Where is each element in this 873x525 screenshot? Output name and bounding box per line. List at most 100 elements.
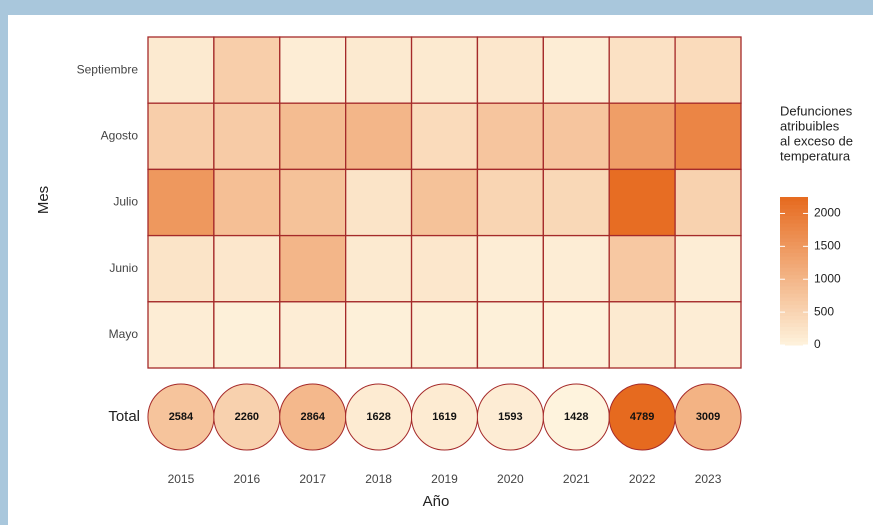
x-tick-label: 2019 bbox=[431, 472, 458, 486]
total-value: 1628 bbox=[366, 411, 390, 423]
heat-cell bbox=[147, 36, 215, 104]
heat-cell bbox=[147, 301, 215, 369]
heat-cell bbox=[345, 102, 413, 171]
colorbar-segment bbox=[780, 319, 808, 324]
heat-cell bbox=[674, 168, 742, 237]
total-label: Total bbox=[108, 408, 140, 425]
colorbar-segment bbox=[780, 234, 808, 239]
heat-cell bbox=[345, 301, 413, 369]
heat-cell bbox=[542, 36, 610, 104]
colorbar-segment bbox=[780, 208, 808, 213]
colorbar-segment bbox=[780, 300, 808, 305]
colorbar-label: 0 bbox=[814, 337, 821, 351]
heat-cell bbox=[213, 301, 281, 369]
x-tick-label: 2021 bbox=[563, 472, 590, 486]
heat-cell bbox=[542, 301, 610, 369]
heat-cell bbox=[279, 102, 347, 171]
heat-cell bbox=[476, 168, 544, 237]
colorbar-segment bbox=[780, 322, 808, 327]
colorbar-segment bbox=[780, 274, 808, 279]
total-value: 1428 bbox=[564, 411, 588, 423]
heat-cell bbox=[476, 102, 544, 171]
total-value: 2584 bbox=[169, 411, 194, 423]
y-tick-label: Mayo bbox=[109, 327, 139, 341]
colorbar-segment bbox=[780, 200, 808, 205]
heat-cell bbox=[345, 234, 413, 303]
colorbar-segment bbox=[780, 278, 808, 283]
colorbar-segment bbox=[780, 315, 808, 320]
heat-cell bbox=[674, 234, 742, 303]
x-tick-label: 2017 bbox=[299, 472, 326, 486]
colorbar-segment bbox=[780, 241, 808, 246]
y-tick-label: Julio bbox=[113, 195, 138, 209]
heat-cell bbox=[674, 36, 742, 104]
x-tick-label: 2020 bbox=[497, 472, 524, 486]
heat-cell bbox=[674, 102, 742, 171]
total-value: 1593 bbox=[498, 411, 522, 423]
heat-cell bbox=[345, 36, 413, 104]
heat-cell bbox=[279, 36, 347, 104]
colorbar-segment bbox=[780, 215, 808, 220]
legend-title: Defunciones bbox=[780, 103, 853, 118]
x-tick-label: 2022 bbox=[629, 472, 656, 486]
colorbar-segment bbox=[780, 211, 808, 216]
heat-cell bbox=[608, 234, 676, 303]
total-value: 2260 bbox=[235, 411, 259, 423]
colorbar-label: 2000 bbox=[814, 206, 841, 220]
colorbar-segment bbox=[780, 267, 808, 272]
colorbar-segment bbox=[780, 311, 808, 316]
colorbar-segment bbox=[780, 197, 808, 202]
colorbar-segment bbox=[780, 337, 808, 342]
total-circle bbox=[674, 383, 742, 451]
colorbar-segment bbox=[780, 226, 808, 231]
colorbar-segment bbox=[780, 341, 808, 346]
heat-cell bbox=[147, 234, 215, 303]
colorbar-segment bbox=[780, 230, 808, 235]
colorbar-segment bbox=[780, 248, 808, 253]
colorbar-segment bbox=[780, 245, 808, 250]
colorbar-segment bbox=[780, 282, 808, 287]
heat-cell bbox=[279, 301, 347, 369]
x-tick-label: 2018 bbox=[365, 472, 392, 486]
legend-title: al exceso de bbox=[780, 133, 853, 148]
colorbar-segment bbox=[780, 333, 808, 339]
heat-cell bbox=[542, 234, 610, 303]
heat-cell bbox=[608, 36, 676, 104]
heat-cell bbox=[410, 102, 479, 171]
colorbar-label: 500 bbox=[814, 304, 834, 318]
colorbar-label: 1500 bbox=[814, 239, 841, 253]
colorbar-segment bbox=[780, 326, 808, 331]
total-value: 1619 bbox=[432, 411, 456, 423]
heat-cell bbox=[674, 301, 742, 369]
legend-title: temperatura bbox=[780, 148, 851, 163]
colorbar-segment bbox=[780, 289, 808, 294]
total-value: 4789 bbox=[630, 411, 654, 423]
colorbar-segment bbox=[780, 204, 808, 209]
heat-cell bbox=[542, 102, 610, 171]
heat-cell bbox=[410, 36, 479, 104]
colorbar-segment bbox=[780, 330, 808, 335]
heat-cell bbox=[147, 102, 215, 171]
total-value: 2864 bbox=[300, 411, 325, 423]
colorbar-segment bbox=[780, 256, 808, 261]
colorbar-label: 1000 bbox=[814, 271, 841, 285]
heat-cell bbox=[213, 102, 281, 171]
heat-cell bbox=[476, 36, 544, 104]
heat-cell bbox=[476, 234, 544, 303]
x-tick-label: 2023 bbox=[695, 472, 722, 486]
heat-cell bbox=[345, 168, 413, 237]
heat-cell bbox=[410, 234, 479, 303]
colorbar-segment bbox=[780, 285, 808, 290]
x-tick-label: 2015 bbox=[168, 472, 195, 486]
heat-cell bbox=[213, 36, 281, 104]
heat-cell bbox=[476, 301, 544, 369]
legend-title: atribuibles bbox=[780, 118, 840, 133]
heat-cell bbox=[608, 301, 676, 369]
colorbar-segment bbox=[780, 304, 808, 309]
colorbar-segment bbox=[780, 308, 808, 313]
y-axis-title: Mes bbox=[35, 186, 52, 214]
heat-cell bbox=[279, 234, 347, 303]
total-value: 3009 bbox=[696, 411, 720, 423]
heat-cell bbox=[410, 301, 479, 369]
